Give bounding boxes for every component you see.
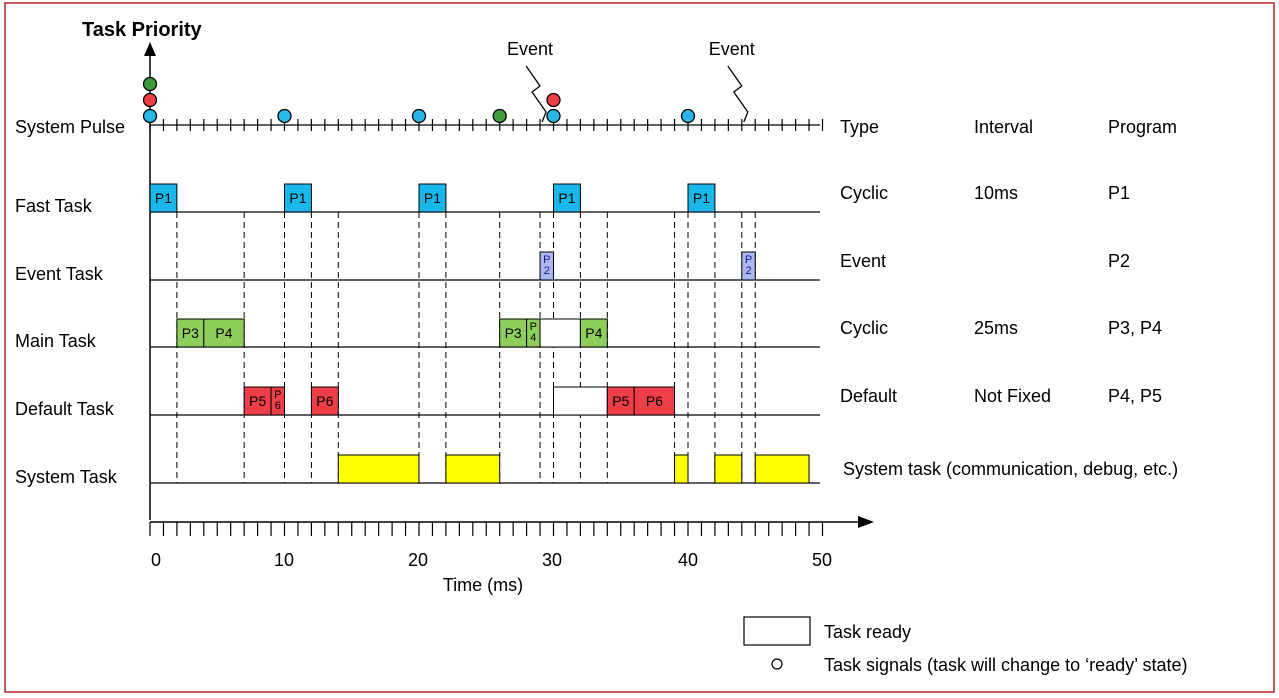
event-program: P2 <box>1108 251 1130 271</box>
task-block-label: P6 <box>646 393 663 409</box>
task-block-fast <box>687 183 716 213</box>
task-block-main <box>579 318 608 348</box>
default-type: Default <box>840 386 897 406</box>
task-signal-circle <box>546 92 561 108</box>
fast-interval: 10ms <box>974 183 1018 203</box>
row-label-default: Default Task <box>15 399 115 419</box>
pulse-ticks <box>149 119 824 131</box>
task-block-default <box>270 386 285 416</box>
fast-program: P1 <box>1108 183 1130 203</box>
time-tick-label-20: 20 <box>408 550 428 570</box>
task-block-default <box>553 386 608 416</box>
task-block-fast <box>418 183 447 213</box>
task-signal-circle <box>142 76 158 92</box>
task-block-label: P3 <box>505 325 522 341</box>
task-block-label: P5 <box>249 393 266 409</box>
row-label-system: System Task <box>15 467 118 487</box>
main-program: P3, P4 <box>1108 318 1162 338</box>
task-signal-circle <box>277 108 292 124</box>
task-block-fast <box>149 183 178 213</box>
system-description: System task (communication, debug, etc.) <box>843 459 1178 479</box>
task-block-system <box>445 454 501 484</box>
fast-type: Cyclic <box>840 183 888 203</box>
event-type: Event <box>840 251 886 271</box>
task-signal-circle <box>411 108 427 124</box>
task-block-label: P4 <box>585 325 602 341</box>
priority-arrowhead <box>144 42 156 56</box>
row-label-fast: Fast Task <box>15 196 93 216</box>
legend-signal-label: Task signals (task will change to ‘ready… <box>824 655 1188 675</box>
task-block-main <box>499 318 528 348</box>
task-signals <box>142 76 696 124</box>
system-pulse-label: System Pulse <box>15 117 125 137</box>
task-block-label: P1 <box>424 190 441 206</box>
table-header-program: Program <box>1108 117 1177 137</box>
time-tick-label-50: 50 <box>812 550 832 570</box>
task-block-event <box>539 251 554 281</box>
task-signal-circle <box>492 108 507 124</box>
default-interval: Not Fixed <box>974 386 1051 406</box>
event-markers: Event Event <box>507 39 755 123</box>
event-label: Event <box>507 39 553 59</box>
time-tick-label-10: 10 <box>274 550 294 570</box>
title: Task Priority <box>82 19 203 41</box>
task-block-default <box>310 386 339 416</box>
task-table: Type Interval Program Cyclic 10ms P1 Eve… <box>840 117 1178 479</box>
row-label-main: Main Task <box>15 331 97 351</box>
task-block-system <box>337 454 420 484</box>
task-block-main <box>539 318 581 348</box>
time-axis-label: Time (ms) <box>443 575 523 595</box>
task-block-label: P1 <box>289 190 306 206</box>
row-label-event: Event Task <box>15 264 104 284</box>
time-ticks <box>149 522 824 536</box>
task-block-fast <box>553 183 581 213</box>
task-block-fast <box>284 183 312 213</box>
event-label: Event <box>709 39 755 59</box>
legend-ready-label: Task ready <box>824 622 911 642</box>
table-header-interval: Interval <box>974 117 1033 137</box>
time-tick-label-30: 30 <box>542 550 562 570</box>
time-axis-arrowhead <box>858 516 874 528</box>
task-signal-circle <box>546 108 561 124</box>
task-block-event <box>741 251 756 281</box>
event-bolt-icon <box>525 65 547 123</box>
task-blocks: P1 P1 P1 P1 P1 P 2 P 2 P3 P4 P3 P 4 P4 P5 P 6 P6 P5 P6 <box>149 183 810 484</box>
task-block-system <box>674 454 689 484</box>
task-signal-circle <box>680 108 696 124</box>
legend: Task ready Task signals (task will chang… <box>743 616 1188 675</box>
task-block-label: P3 <box>182 325 199 341</box>
legend-signal-circle-icon <box>771 658 783 670</box>
time-axis: 0 10 20 30 40 50 Time (ms) <box>149 516 874 595</box>
event-bolt-icon <box>727 65 749 123</box>
task-block-main <box>203 318 245 348</box>
default-program: P4, P5 <box>1108 386 1162 406</box>
main-type: Cyclic <box>840 318 888 338</box>
task-block-label: P1 <box>155 190 172 206</box>
legend-ready-swatch <box>743 616 811 646</box>
system-pulse-axis <box>149 119 824 131</box>
task-block-system <box>714 454 743 484</box>
task-block-label: P4 <box>215 325 232 341</box>
task-block-system <box>754 454 810 484</box>
task-block-label: P1 <box>693 190 710 206</box>
task-signal-circle <box>142 92 158 108</box>
main-interval: 25ms <box>974 318 1018 338</box>
table-header-type: Type <box>840 117 879 137</box>
time-tick-label-40: 40 <box>678 550 698 570</box>
time-tick-label-0: 0 <box>151 550 161 570</box>
task-signal-circle <box>142 108 158 124</box>
task-block-label: P5 <box>612 393 629 409</box>
task-block-label: P1 <box>558 190 575 206</box>
task-block-default <box>633 386 676 416</box>
task-block-label: P6 <box>316 393 333 409</box>
